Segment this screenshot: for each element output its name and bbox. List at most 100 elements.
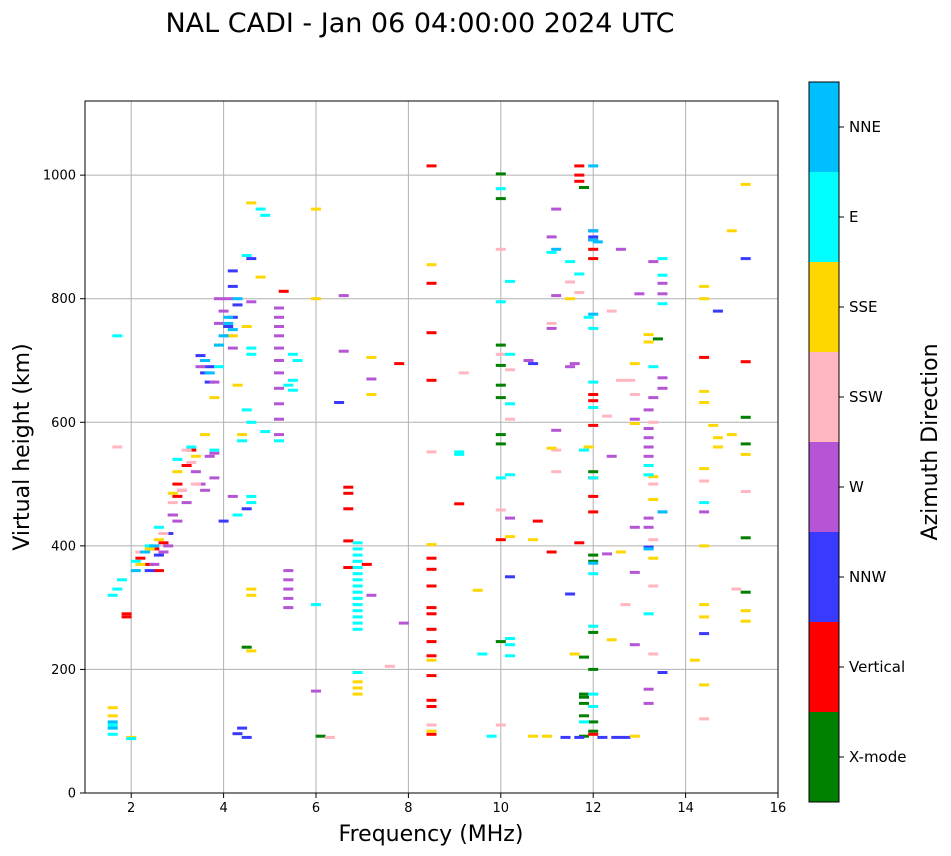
data-point xyxy=(657,281,668,285)
data-point xyxy=(495,508,506,512)
x-tick-label: 10 xyxy=(493,801,510,816)
data-point xyxy=(643,454,654,458)
data-point xyxy=(107,714,118,718)
data-point xyxy=(588,476,599,480)
data-point xyxy=(274,334,284,338)
data-point xyxy=(426,640,437,644)
data-point xyxy=(546,326,557,330)
data-point xyxy=(505,352,515,356)
data-point xyxy=(643,612,654,616)
data-point xyxy=(241,645,252,649)
data-point xyxy=(283,606,294,610)
data-point xyxy=(657,671,668,674)
data-point xyxy=(384,664,395,668)
chart-title: NAL CADI - Jan 06 04:00:00 2024 UTC xyxy=(165,8,675,39)
data-point xyxy=(209,448,220,452)
data-point xyxy=(615,550,626,554)
data-point xyxy=(366,593,377,597)
colorbar-swatch xyxy=(809,82,839,172)
data-point xyxy=(648,538,659,542)
series-ssw xyxy=(112,247,751,739)
data-point xyxy=(542,734,552,738)
colorbar-swatch xyxy=(809,172,839,262)
data-point xyxy=(574,735,585,739)
colorbar-tick-label: Vertical xyxy=(849,658,905,676)
data-point xyxy=(112,445,123,449)
data-point xyxy=(214,321,224,325)
data-point xyxy=(190,470,201,474)
data-point xyxy=(366,355,377,359)
data-point xyxy=(352,627,363,631)
series-w xyxy=(149,207,710,705)
data-point xyxy=(712,436,723,440)
data-point xyxy=(274,315,284,319)
data-point xyxy=(209,476,220,480)
data-point xyxy=(657,376,668,380)
data-point xyxy=(426,612,437,616)
data-point xyxy=(200,433,211,437)
data-point xyxy=(528,538,539,542)
data-point xyxy=(352,584,363,588)
data-point xyxy=(472,588,483,592)
data-point xyxy=(699,467,710,471)
data-point xyxy=(274,346,284,350)
data-point xyxy=(135,562,146,566)
data-point xyxy=(477,652,488,656)
data-point xyxy=(352,566,363,569)
data-point xyxy=(648,420,659,424)
data-point xyxy=(324,735,335,739)
data-point xyxy=(648,475,659,479)
data-point xyxy=(657,257,668,261)
data-point xyxy=(505,473,515,477)
data-point xyxy=(532,519,543,523)
data-point xyxy=(565,280,576,284)
data-point xyxy=(699,401,710,404)
data-point xyxy=(246,593,257,597)
data-point xyxy=(588,692,599,696)
data-point xyxy=(528,362,539,366)
data-point xyxy=(167,501,178,505)
data-point xyxy=(218,309,229,313)
data-point xyxy=(740,490,751,493)
colorbar-swatch xyxy=(809,352,839,442)
data-point xyxy=(643,516,654,520)
data-point xyxy=(643,545,654,549)
data-point xyxy=(551,470,562,474)
data-point xyxy=(740,442,751,446)
data-point xyxy=(426,543,437,547)
data-point xyxy=(546,250,557,254)
data-point xyxy=(227,328,238,332)
data-point xyxy=(163,544,174,548)
data-point xyxy=(200,359,211,362)
data-point xyxy=(726,229,737,233)
data-point xyxy=(657,302,668,306)
data-point xyxy=(274,386,284,390)
data-point xyxy=(643,445,654,449)
data-point xyxy=(107,720,118,724)
data-point xyxy=(274,402,284,406)
x-tick-label: 14 xyxy=(677,801,694,816)
data-point xyxy=(486,734,497,738)
data-point xyxy=(204,365,215,369)
data-point xyxy=(241,325,252,328)
data-point xyxy=(648,482,659,486)
colorbar-tick-label: NNE xyxy=(849,118,881,136)
data-point xyxy=(352,603,363,607)
data-point xyxy=(352,559,363,563)
data-point xyxy=(172,494,183,498)
data-point xyxy=(588,553,599,557)
data-point xyxy=(699,284,710,288)
data-point xyxy=(454,452,465,456)
data-point xyxy=(588,630,599,634)
data-point xyxy=(629,422,640,425)
data-point xyxy=(574,272,585,276)
data-point xyxy=(426,705,437,708)
data-point xyxy=(343,507,354,511)
data-point xyxy=(699,615,710,619)
data-point xyxy=(283,587,294,591)
data-point xyxy=(311,689,321,693)
data-point xyxy=(643,687,654,691)
data-point xyxy=(343,485,354,489)
series-nnw xyxy=(144,229,751,739)
data-point xyxy=(144,569,155,573)
